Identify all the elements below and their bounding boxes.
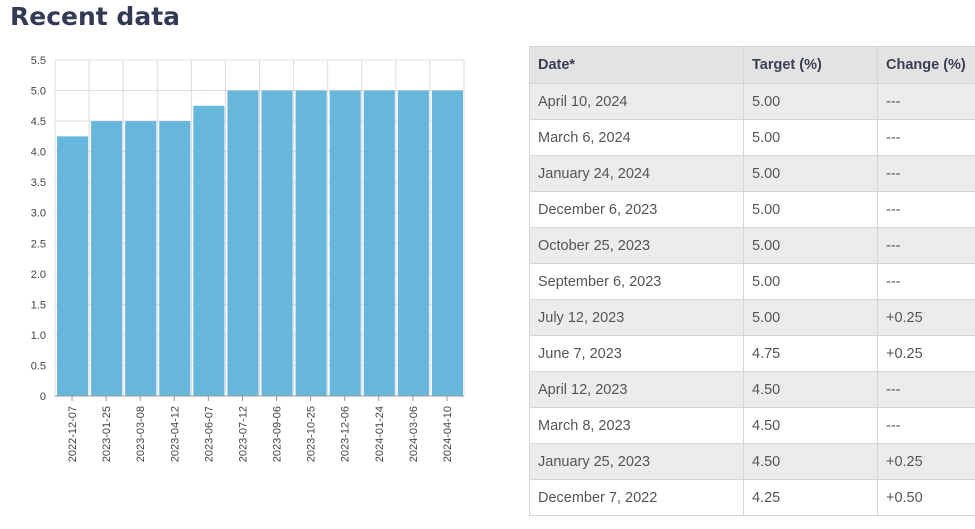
cell-target: 5.00 [743,263,878,300]
x-tick-label: 2023-04-12 [169,406,181,462]
cell-target: 4.75 [743,335,878,372]
table-header: Date* Target (%) Change (%) [529,46,975,84]
y-tick-label: 2.5 [31,238,46,250]
cell-date: March 8, 2023 [529,407,744,444]
column-header-target: Target (%) [743,46,878,84]
cell-target: 4.50 [743,407,878,444]
bar [397,90,429,396]
table-row: December 6, 2023 5.00 --- [529,191,975,228]
bar [193,105,225,397]
bar [329,90,361,396]
x-tick-label: 2023-06-07 [203,406,215,462]
y-tick-label: 5.0 [31,86,46,98]
table-body: April 10, 2024 5.00 --- March 6, 2024 5.00 --… [529,83,975,516]
table-header-row: Date* Target (%) Change (%) [529,46,975,84]
cell-change: +0.50 [877,479,975,516]
cell-target: 5.00 [743,227,878,264]
cell-date: April 12, 2023 [529,371,744,408]
y-tick-label: 0.5 [31,360,46,372]
table-row: January 24, 2024 5.00 --- [529,155,975,192]
y-tick-label: 1.5 [31,299,46,311]
table-row: April 12, 2023 4.50 --- [529,371,975,408]
bar [57,136,89,396]
x-tick-label: 2022-12-07 [67,406,79,462]
cell-change: --- [877,263,975,300]
x-tick-label: 2023-10-25 [306,406,318,462]
cell-change: --- [877,119,975,156]
column-header-change: Change (%) [877,46,975,84]
table-row: March 6, 2024 5.00 --- [529,119,975,156]
y-tick-label: 2.0 [31,269,46,281]
cell-target: 4.50 [743,443,878,480]
cell-date: January 25, 2023 [529,443,744,480]
cell-target: 4.25 [743,479,878,516]
cell-date: December 7, 2022 [529,479,744,516]
bar [431,90,463,396]
table-row: September 6, 2023 5.00 --- [529,263,975,300]
cell-change: --- [877,371,975,408]
cell-change: --- [877,83,975,120]
cell-date: December 6, 2023 [529,191,744,228]
page-title: Recent data [10,2,181,31]
cell-target: 5.00 [743,83,878,120]
cell-change: --- [877,227,975,264]
cell-date: April 10, 2024 [529,83,744,120]
column-header-date: Date* [529,46,744,84]
y-tick-label: 3.0 [31,208,46,220]
y-tick-label: 4.5 [31,116,46,128]
cell-change: --- [877,155,975,192]
cell-change: +0.25 [877,335,975,372]
bar [295,90,327,396]
bar [91,121,123,396]
cell-change: --- [877,191,975,228]
y-tick-label: 5.5 [31,55,46,67]
x-tick-label: 2024-01-24 [374,406,386,462]
bar [125,121,157,396]
x-tick-label: 2024-03-06 [408,406,420,462]
x-tick-label: 2023-01-25 [101,406,113,462]
cell-target: 5.00 [743,155,878,192]
x-tick-label: 2024-04-10 [442,406,454,462]
cell-date: March 6, 2024 [529,119,744,156]
cell-date: October 25, 2023 [529,227,744,264]
table-row: January 25, 2023 4.50 +0.25 [529,443,975,480]
y-tick-label: 0 [40,391,46,403]
cell-date: January 24, 2024 [529,155,744,192]
cell-change: +0.25 [877,443,975,480]
cell-change: --- [877,407,975,444]
y-tick-label: 3.5 [31,177,46,189]
x-tick-label: 2023-07-12 [237,406,249,462]
table-row: June 7, 2023 4.75 +0.25 [529,335,975,372]
table-row: March 8, 2023 4.50 --- [529,407,975,444]
cell-target: 5.00 [743,191,878,228]
cell-change: +0.25 [877,299,975,336]
y-tick-label: 1.0 [31,330,46,342]
table-row: July 12, 2023 5.00 +0.25 [529,299,975,336]
y-tick-label: 4.0 [31,147,46,159]
x-tick-label: 2023-09-06 [272,406,284,462]
cell-target: 5.00 [743,299,878,336]
cell-target: 5.00 [743,119,878,156]
table-row: October 25, 2023 5.00 --- [529,227,975,264]
table-row: December 7, 2022 4.25 +0.50 [529,479,975,516]
rate-bar-chart: 0 0.5 1.0 1.5 2.0 2.5 3.0 3.5 4.0 4.5 5.0 5.5 2022-1… [31,55,465,462]
cell-date: June 7, 2023 [529,335,744,372]
rate-table: Date* Target (%) Change (%) April 10, 20… [529,46,975,516]
bar [227,90,259,396]
bar [363,90,395,396]
bar [261,90,293,396]
cell-target: 4.50 [743,371,878,408]
table-row: April 10, 2024 5.00 --- [529,83,975,120]
bar [159,121,191,396]
cell-date: July 12, 2023 [529,299,744,336]
x-tick-label: 2023-12-06 [340,406,352,462]
x-tick-label: 2023-03-08 [135,406,147,462]
cell-date: September 6, 2023 [529,263,744,300]
